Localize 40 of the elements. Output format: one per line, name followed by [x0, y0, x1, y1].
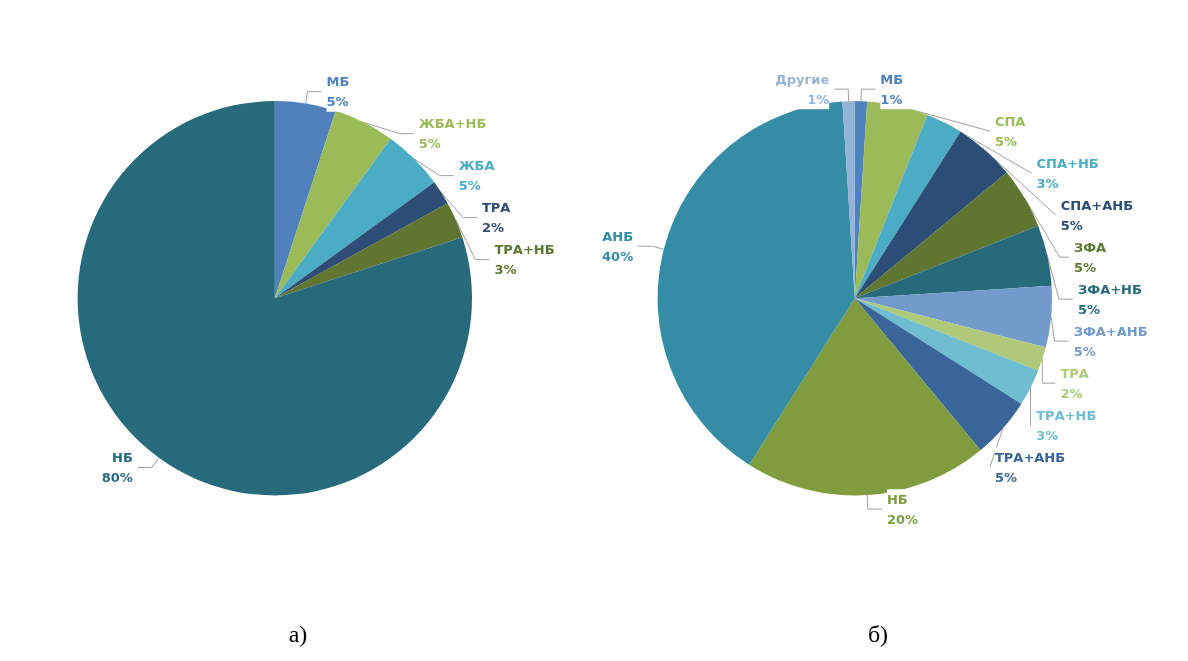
text: б)	[867, 621, 889, 647]
slice-label: Другие	[775, 71, 830, 87]
data-label: 5%	[1060, 217, 1083, 233]
text: а)	[288, 621, 308, 647]
slice-label: СПА+АНБ	[1060, 197, 1134, 213]
data-label: 3%	[494, 262, 517, 278]
data-label: 20%	[886, 511, 919, 527]
slice-label: НБ	[112, 450, 133, 465]
slice-label: НБ	[886, 491, 908, 507]
slice-label: АНБ	[602, 228, 634, 244]
data-label: 5%	[458, 178, 481, 194]
data-label: 1%	[880, 91, 903, 107]
data-label: 1%	[807, 91, 830, 107]
slice-label: МБ	[880, 71, 904, 87]
slice-label: ЗФА+АНБ	[1073, 323, 1148, 339]
slice-label: ТРА	[481, 200, 511, 216]
slice-label: ЗФА+НБ	[1078, 281, 1142, 297]
data-label: 80%	[101, 470, 133, 485]
data-label: 3%	[1036, 427, 1059, 443]
slice-label: ЖБА+НБ	[418, 116, 487, 132]
data-label: 5%	[418, 136, 441, 152]
data-label: 40%	[602, 248, 634, 264]
slice-label: МБ	[326, 74, 350, 90]
data-label: 2%	[1060, 385, 1083, 401]
data-label: 5%	[326, 94, 349, 110]
data-label: 5%	[1073, 343, 1096, 359]
slice-label: ТРА+НБ	[494, 242, 555, 258]
slice-label: СПА+НБ	[1036, 155, 1099, 171]
data-label: 5%	[994, 469, 1017, 485]
data-label: 5%	[994, 133, 1017, 149]
data-label: 3%	[1036, 175, 1059, 191]
slice-label: ТРА+НБ	[1036, 407, 1097, 423]
slice-label: ЗФА	[1073, 239, 1107, 255]
slice-label: ТРА	[1060, 365, 1089, 381]
slice-label: ТРА+АНБ	[994, 449, 1066, 465]
data-label: 5%	[1073, 259, 1097, 275]
data-label: 5%	[1078, 301, 1101, 317]
slice-label: СПА	[994, 113, 1026, 129]
data-label: 2%	[481, 220, 505, 236]
slice-label: ЖБА	[458, 158, 495, 174]
